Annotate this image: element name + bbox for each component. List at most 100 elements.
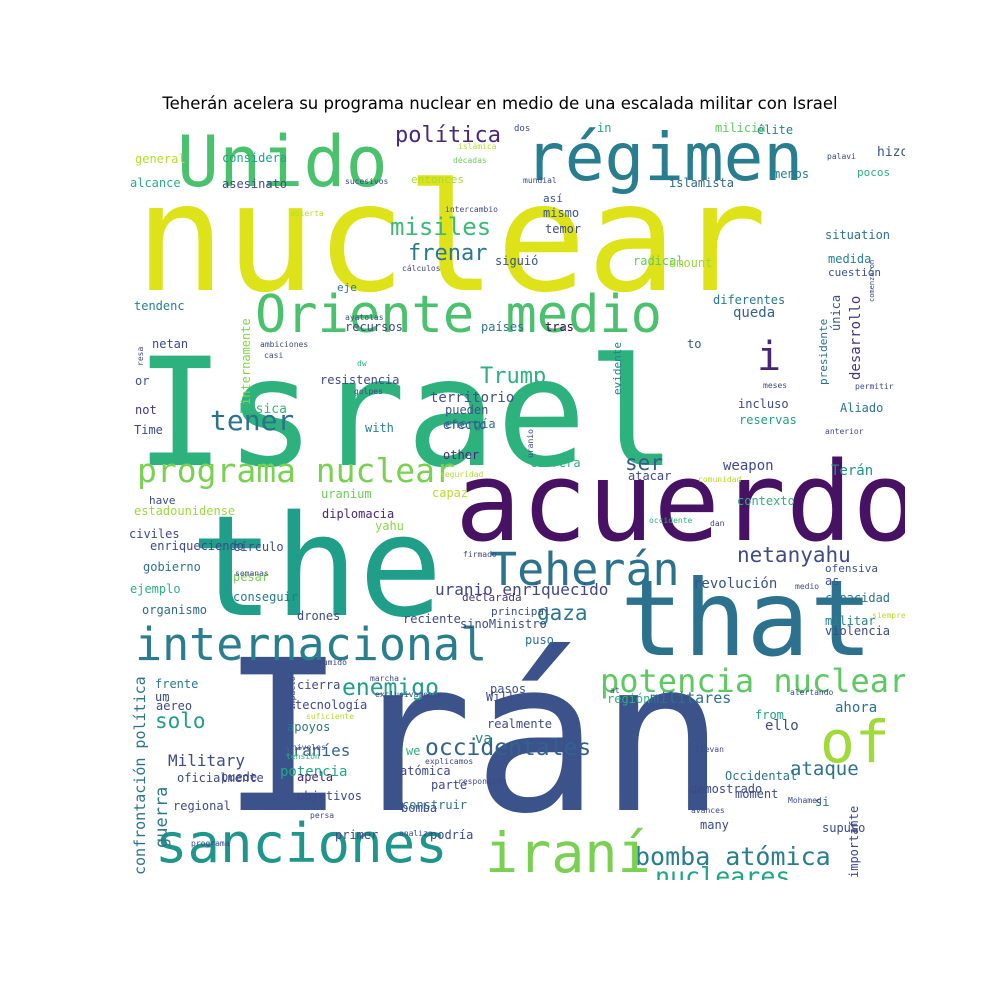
word-142: primer — [335, 828, 378, 842]
word-41: va — [475, 731, 492, 747]
word-179: siempre — [872, 611, 905, 620]
word-10: internacional — [135, 618, 487, 671]
word-101: civiles — [129, 527, 180, 541]
word-76: radical — [633, 254, 684, 268]
word-151: if — [847, 821, 860, 834]
word-181: marcha — [370, 674, 399, 683]
word-83: Time — [134, 423, 163, 437]
word-61: considera — [222, 151, 287, 165]
word-36: potencia — [280, 764, 347, 780]
word-158: abierta — [290, 209, 324, 218]
word-30: ataque — [790, 758, 859, 780]
word-170: anterior — [825, 427, 864, 436]
word-96: uranium — [321, 487, 372, 501]
word-0: nuclear — [135, 152, 767, 326]
word-57: hizo — [877, 145, 905, 160]
word-167: golpes — [354, 387, 383, 396]
word-92: to — [687, 337, 701, 351]
word-55: diferentes — [713, 293, 785, 307]
word-104: gobierno — [143, 560, 201, 574]
word-194: persa — [310, 811, 334, 820]
word-130: aéreo — [156, 699, 192, 713]
word-140: parte — [431, 778, 467, 792]
word-117: as — [825, 574, 839, 588]
word-100: yahu — [375, 519, 404, 533]
word-65: medida — [828, 252, 871, 266]
word-163: ambiciones — [260, 340, 308, 349]
word-175: dan — [710, 519, 725, 528]
word-69: alcance — [130, 176, 181, 190]
word-81: or — [135, 374, 149, 388]
word-183: at — [610, 686, 620, 695]
word-150: importante — [847, 806, 861, 878]
word-118: ofensiva — [825, 562, 878, 575]
word-89: atacar — [628, 469, 671, 483]
word-185: impacto — [288, 676, 297, 710]
word-191: llevan — [695, 745, 724, 754]
word-78: eje — [337, 281, 357, 294]
word-85: pueden — [445, 403, 488, 417]
word-153: islámica — [458, 142, 497, 151]
word-63: asesinato — [222, 177, 287, 191]
word-121: frente — [155, 677, 198, 691]
word-70: pocos — [857, 166, 890, 179]
word-113: sinoMinistro — [460, 617, 547, 631]
word-12: of — [820, 708, 890, 776]
word-17: nucleares — [655, 862, 790, 880]
word-67: única — [829, 295, 843, 331]
word-22: frenar — [408, 241, 487, 266]
word-49: energía — [445, 417, 496, 431]
word-51: Aliado — [840, 401, 883, 415]
word-53: países — [481, 320, 524, 334]
word-47: internamente — [239, 318, 253, 405]
word-52: recursos — [345, 320, 403, 334]
word-102: enriqueciendo — [150, 539, 244, 553]
word-156: sucesivos — [345, 177, 389, 186]
word-119: capacidad — [825, 591, 890, 605]
word-2: Irán — [220, 615, 726, 860]
word-82: not — [135, 403, 157, 417]
word-106: ejemplo — [130, 582, 181, 596]
word-132: oficialmente — [177, 771, 264, 785]
word-35: iraníes — [283, 741, 350, 760]
word-93: evidente — [611, 342, 624, 395]
word-37: confrontación política — [131, 676, 149, 875]
word-56: menos — [773, 167, 809, 181]
word-25: gaza — [537, 601, 588, 625]
word-131: apoyos — [287, 720, 330, 734]
word-39: militares — [650, 689, 731, 707]
word-84: with — [365, 421, 394, 435]
word-95: have — [149, 494, 176, 507]
word-112: reciente — [403, 612, 461, 626]
word-141: construir — [402, 798, 467, 812]
word-148: si — [815, 795, 829, 809]
word-105: pesar — [233, 570, 269, 584]
word-180: sumido — [318, 658, 347, 667]
word-196: programa — [191, 839, 230, 848]
word-45: queda — [733, 305, 775, 321]
word-188: tensión — [286, 751, 320, 761]
word-123: cierra — [297, 678, 340, 692]
word-74: así — [543, 192, 563, 205]
word-124: tecnología — [295, 698, 367, 712]
word-127: realmente — [487, 717, 552, 731]
word-144: Occidental — [725, 769, 797, 783]
word-23: tener — [210, 404, 294, 437]
word-133: puede — [221, 770, 257, 784]
word-42: ello — [765, 718, 799, 734]
word-189: explicamos — [425, 757, 473, 766]
word-114: puso — [525, 633, 554, 647]
word-193: Mohamed — [788, 796, 822, 805]
word-8: Oriente medio — [255, 285, 662, 345]
word-14: Teherán — [490, 543, 680, 596]
word-20: política — [395, 123, 501, 148]
word-129: from — [755, 708, 784, 722]
word-145: demostrado — [690, 782, 762, 796]
word-7: régimen — [525, 120, 803, 196]
word-79: tendenc — [134, 299, 185, 313]
word-68: general — [135, 152, 186, 166]
word-107: conseguir — [233, 590, 298, 604]
word-50: resistencia — [320, 373, 399, 387]
word-109: drones — [297, 609, 340, 623]
word-40: weapon — [723, 458, 774, 474]
